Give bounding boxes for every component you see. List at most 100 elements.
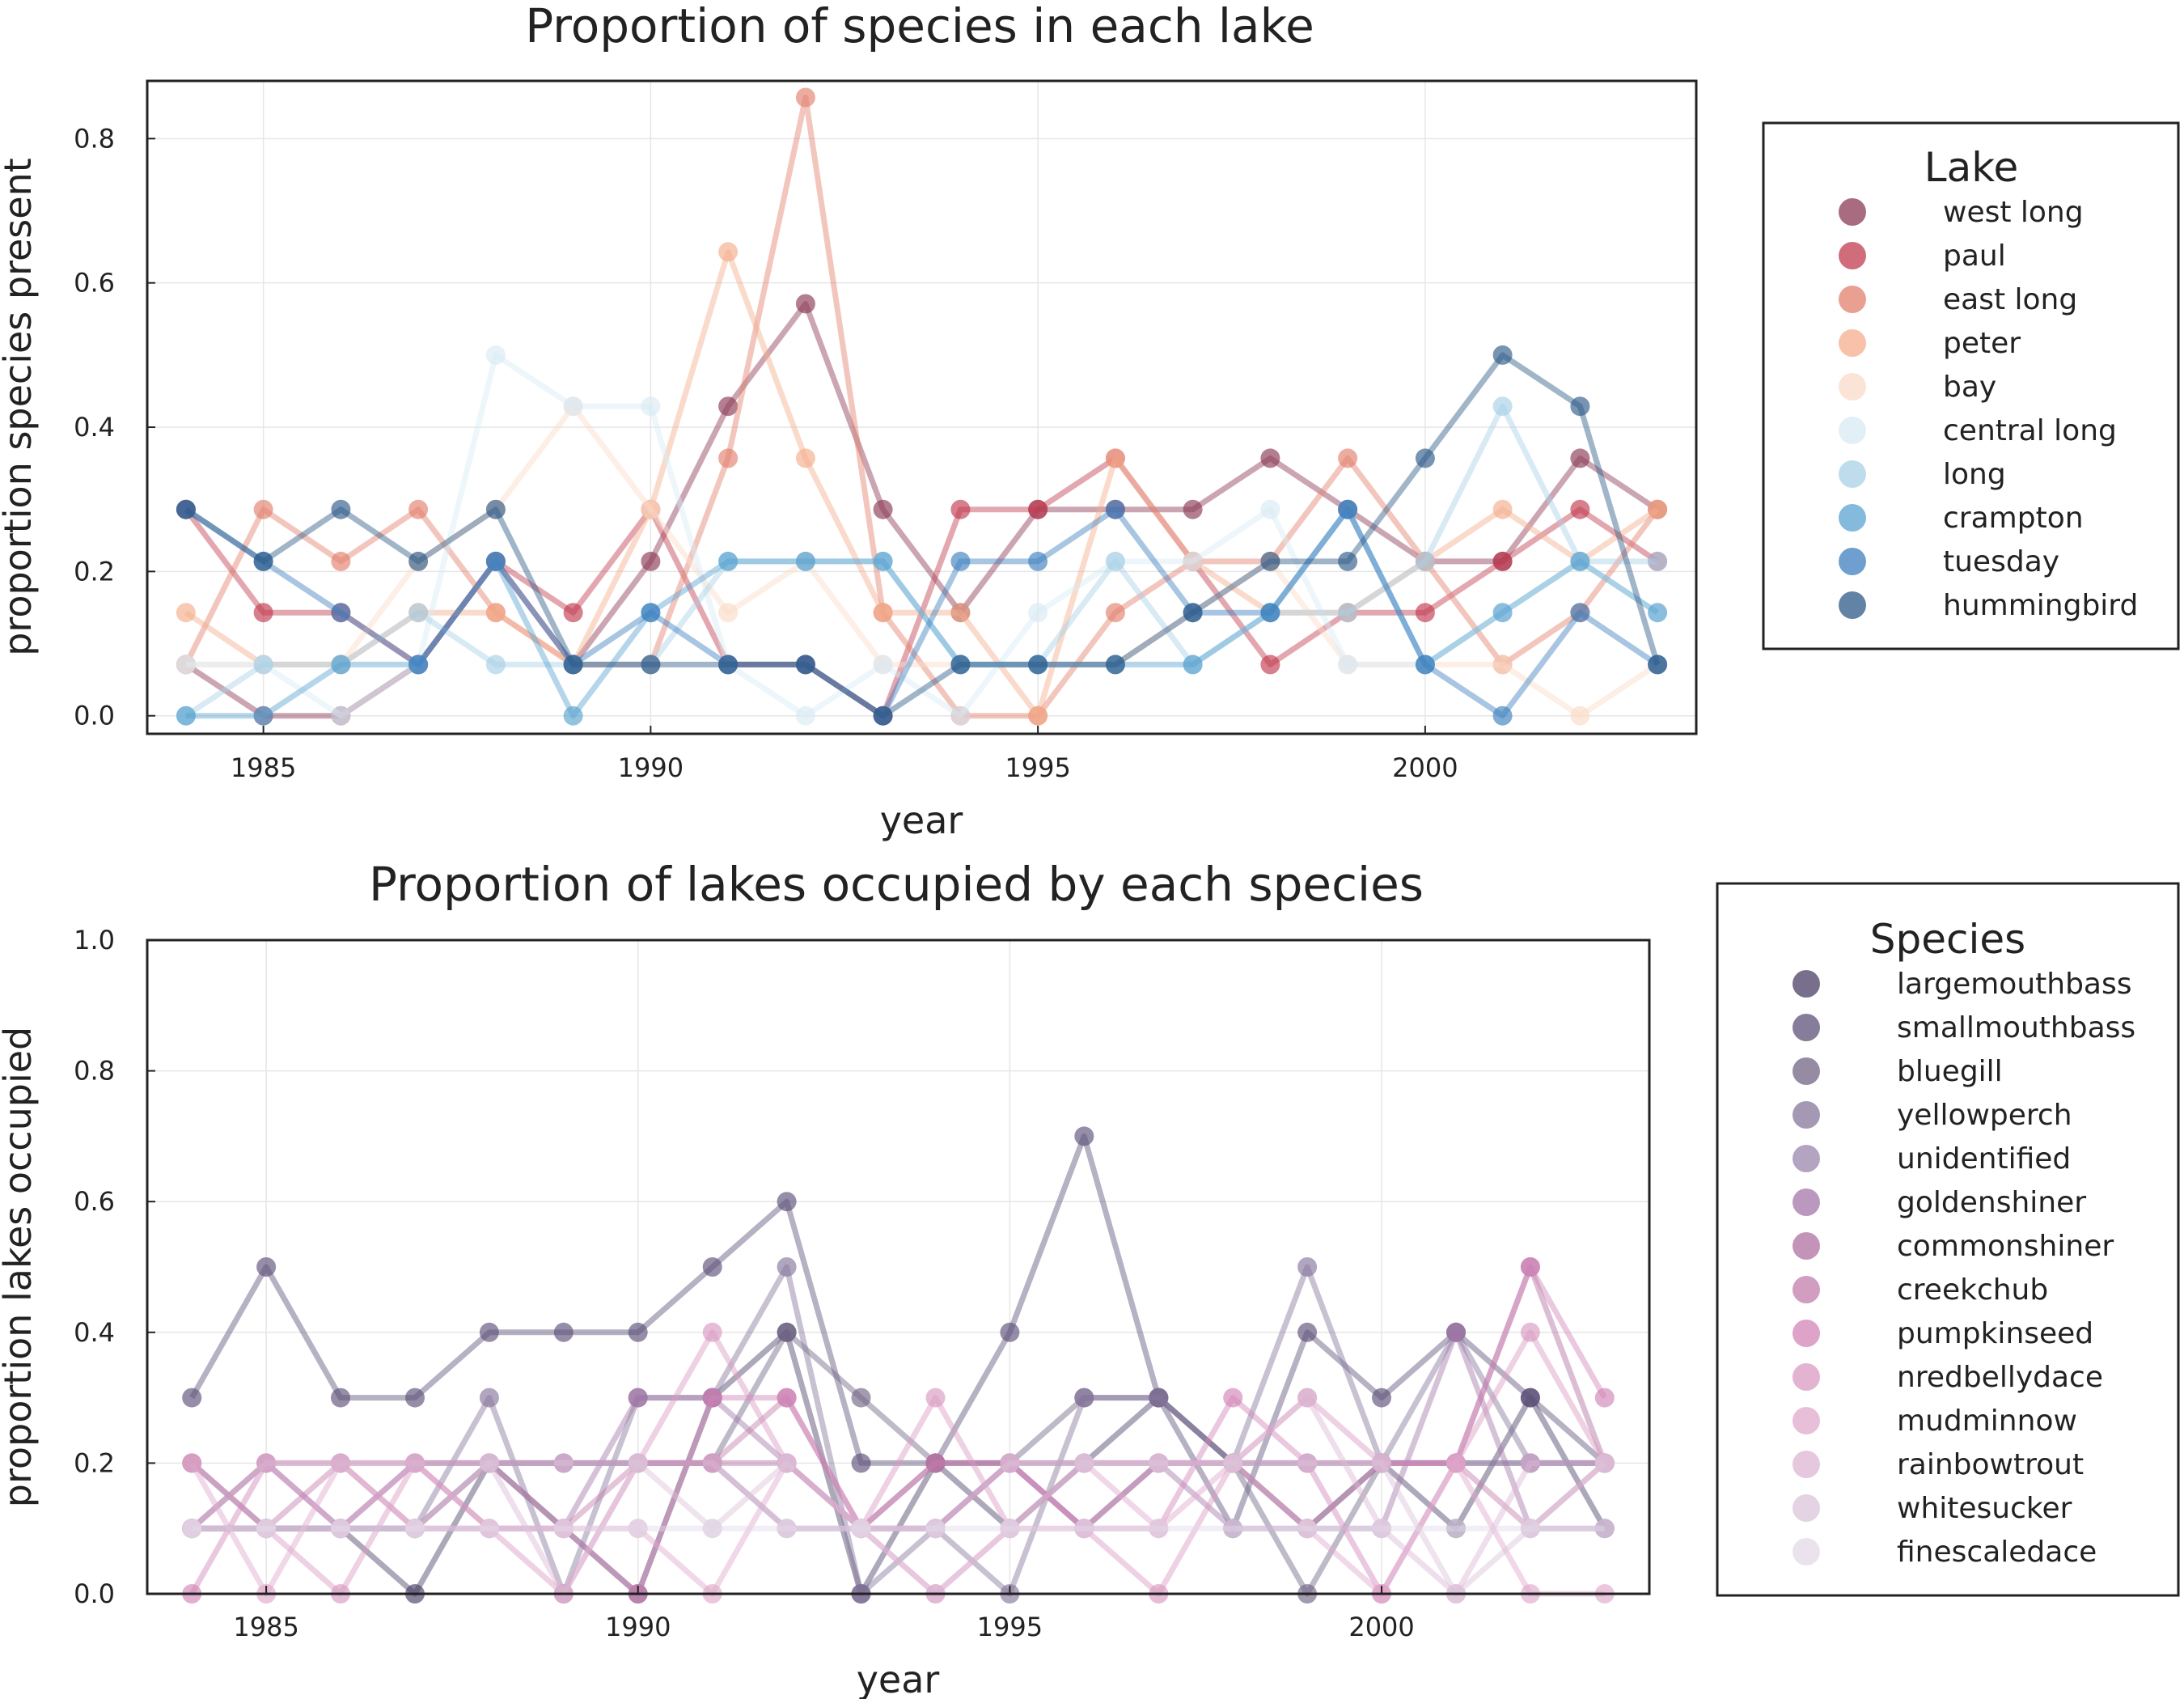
legend-frame xyxy=(1762,121,2180,650)
y-tick-label: 0.8 xyxy=(74,123,115,154)
data-point xyxy=(795,87,815,108)
data-point xyxy=(777,1519,797,1539)
data-point xyxy=(1648,655,1668,675)
legend-marker xyxy=(1792,1188,1820,1216)
legend-label: tuesday xyxy=(1943,545,2059,578)
data-point xyxy=(628,1388,648,1408)
data-point xyxy=(1260,603,1280,623)
y-tick-label: 0.4 xyxy=(74,412,115,443)
legend-marker xyxy=(1792,1101,1820,1129)
y-tick-label: 0.0 xyxy=(74,1578,115,1609)
data-point xyxy=(182,1453,202,1473)
data-point xyxy=(718,396,739,417)
data-point xyxy=(777,1257,797,1277)
legend-marker xyxy=(1839,591,1866,619)
legend-label: rainbowtrout xyxy=(1897,1448,2084,1481)
data-point xyxy=(873,705,893,726)
data-point xyxy=(1074,1453,1094,1473)
legend-label: largemouthbass xyxy=(1897,968,2132,1001)
data-point xyxy=(1183,499,1203,519)
data-point xyxy=(1594,1453,1615,1473)
data-point xyxy=(1520,1257,1540,1277)
data-point xyxy=(256,1257,277,1277)
legend-label: crampton xyxy=(1943,502,2084,535)
data-point xyxy=(1594,1388,1615,1408)
data-point xyxy=(795,551,815,571)
data-point xyxy=(851,1519,871,1539)
legend-label: unidentified xyxy=(1897,1142,2071,1176)
data-point xyxy=(702,1257,722,1277)
legend-marker xyxy=(1792,1145,1820,1172)
legend-label: east long xyxy=(1943,283,2077,316)
data-point xyxy=(1183,551,1203,571)
data-point xyxy=(1260,499,1280,519)
data-point xyxy=(1415,603,1435,623)
data-point xyxy=(1105,448,1125,468)
data-point xyxy=(851,1388,871,1408)
data-point xyxy=(1338,448,1358,468)
data-point xyxy=(641,603,661,623)
data-point xyxy=(1570,705,1590,726)
data-point xyxy=(331,655,351,675)
series-line xyxy=(189,1133,1607,1532)
series-line xyxy=(192,1329,1605,1597)
data-point xyxy=(1570,396,1590,417)
series-line xyxy=(192,1264,1605,1597)
data-point xyxy=(253,655,273,675)
data-point xyxy=(702,1519,722,1539)
data-point xyxy=(628,1322,648,1342)
data-point xyxy=(331,705,351,726)
legend-label: commonshiner xyxy=(1897,1230,2114,1263)
series-layer xyxy=(176,87,1668,726)
data-point xyxy=(1570,448,1590,468)
data-point xyxy=(1570,499,1590,519)
data-point xyxy=(1492,705,1513,726)
legend-title: Species xyxy=(1870,916,2025,963)
x-tick-label: 1985 xyxy=(231,752,296,783)
data-point xyxy=(1000,1322,1020,1342)
data-point xyxy=(331,1453,350,1473)
data-point xyxy=(1492,603,1513,623)
data-point xyxy=(253,705,273,726)
series-line xyxy=(184,506,1660,719)
data-point xyxy=(563,396,583,417)
legend-label: yellowperch xyxy=(1897,1099,2072,1132)
data-point xyxy=(628,1519,648,1539)
x-tick-label: 2000 xyxy=(1392,752,1458,783)
data-point xyxy=(253,603,273,623)
data-point xyxy=(408,551,429,571)
legend-marker xyxy=(1839,373,1866,400)
data-point xyxy=(1446,1322,1466,1342)
data-point xyxy=(1520,1519,1540,1539)
legend-marker xyxy=(1792,1363,1820,1391)
series-line xyxy=(189,1329,1605,1532)
series-finescaledace xyxy=(182,1519,1615,1539)
data-point xyxy=(1492,551,1513,571)
data-point xyxy=(408,603,429,623)
data-point xyxy=(1648,551,1668,571)
data-point xyxy=(950,551,971,571)
data-point xyxy=(256,1453,277,1473)
series-line xyxy=(184,455,1660,719)
legend-label: mudminnow xyxy=(1897,1405,2077,1438)
data-point xyxy=(1223,1453,1243,1473)
data-point xyxy=(1149,1388,1169,1408)
legend-marker xyxy=(1792,1320,1820,1347)
data-point xyxy=(253,499,273,519)
series-line xyxy=(189,1460,1605,1597)
data-point xyxy=(253,551,273,571)
series-line xyxy=(185,352,1660,719)
data-point xyxy=(1000,1453,1020,1473)
data-point xyxy=(405,1519,425,1539)
data-point xyxy=(718,655,739,675)
data-point xyxy=(1446,1453,1466,1473)
data-point xyxy=(1260,655,1280,675)
data-point xyxy=(485,345,506,365)
data-point xyxy=(1297,1257,1318,1277)
data-point xyxy=(1028,603,1048,623)
data-point xyxy=(1648,499,1668,519)
data-point xyxy=(851,1453,871,1473)
data-point xyxy=(1297,1388,1318,1408)
data-point xyxy=(176,499,196,519)
